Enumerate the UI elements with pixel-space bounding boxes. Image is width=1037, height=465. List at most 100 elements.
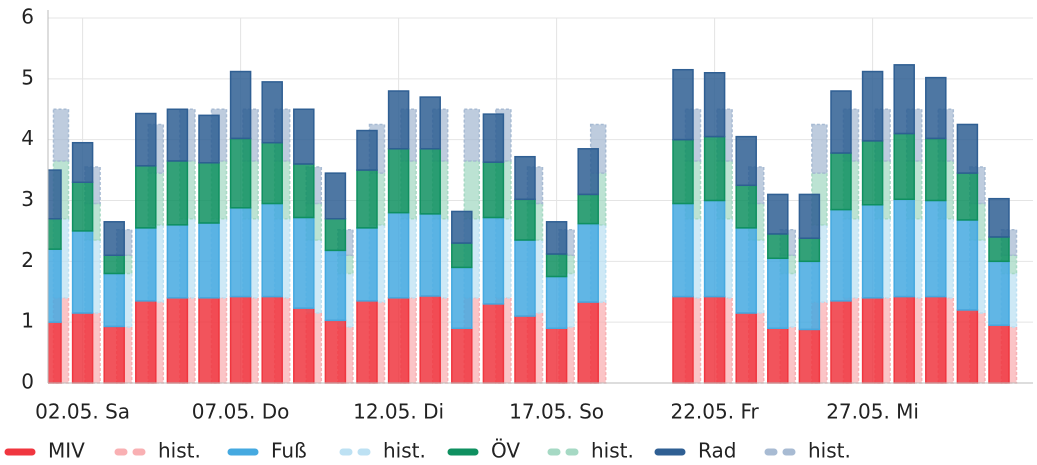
bar	[956, 309, 979, 384]
axes: 0 1 2 3 4 5 6 02.05. Sa 07.05. Do 12.05. Di 17.05.…	[21, 5, 1033, 424]
bar	[893, 132, 915, 201]
y-tick-label: 1	[21, 309, 34, 333]
bar	[893, 295, 915, 384]
bar	[956, 123, 979, 174]
bar	[988, 324, 1010, 384]
bar	[419, 295, 441, 384]
bar	[767, 193, 789, 235]
legend-label: Fuß	[271, 439, 307, 463]
legend-label: hist.	[808, 439, 851, 463]
bar	[482, 216, 505, 305]
bar	[71, 230, 94, 314]
bar	[229, 70, 252, 140]
bar	[48, 218, 62, 250]
bar	[545, 327, 568, 384]
bar	[356, 169, 378, 229]
bar	[261, 202, 283, 298]
bar	[956, 219, 979, 311]
bar	[577, 193, 599, 225]
bar	[198, 297, 220, 384]
bar	[925, 199, 947, 298]
x-tick-label: 27.05. Mi	[826, 400, 919, 424]
bar	[103, 254, 125, 275]
bar	[419, 96, 441, 150]
legend: MIV hist. Fuß hist. ÖV hist. Rad hist.	[4, 439, 851, 463]
bar	[48, 169, 62, 220]
bar	[545, 275, 568, 329]
bar	[387, 297, 410, 384]
bar	[48, 248, 62, 323]
bar	[703, 295, 726, 384]
hist-bar	[811, 123, 828, 174]
bar	[356, 129, 378, 171]
bar	[988, 260, 1010, 326]
legend-label: ÖV	[491, 439, 520, 463]
bar	[956, 172, 979, 221]
y-tick-label: 3	[21, 187, 34, 211]
legend-label: Rad	[698, 439, 736, 463]
bar	[735, 135, 757, 187]
bar	[830, 300, 852, 384]
y-tick-label: 2	[21, 248, 34, 272]
bar	[925, 76, 947, 140]
bar	[166, 224, 189, 299]
bar	[261, 141, 283, 205]
bar	[103, 272, 125, 328]
bar	[103, 325, 125, 384]
bar	[672, 68, 694, 141]
bar	[545, 253, 568, 278]
bar	[861, 204, 884, 299]
bar	[324, 319, 347, 384]
bar	[767, 257, 789, 329]
bar	[198, 114, 220, 164]
x-tick-label: 22.05. Fr	[670, 400, 759, 424]
x-tick-label: 12.05. Di	[353, 400, 444, 424]
bar	[103, 221, 125, 257]
bar	[324, 172, 347, 220]
bar	[166, 297, 189, 384]
bar	[135, 300, 157, 384]
bar	[514, 239, 536, 317]
bar	[451, 210, 473, 244]
y-tick-label: 6	[21, 5, 34, 29]
bar	[514, 315, 536, 384]
bar	[767, 327, 789, 384]
bar	[293, 307, 315, 384]
bar	[482, 161, 505, 219]
y-tick-label: 5	[21, 65, 34, 89]
bar	[672, 202, 694, 298]
bar	[135, 227, 157, 302]
bar	[293, 108, 315, 165]
bar	[925, 295, 947, 384]
x-tick-label: 07.05. Do	[192, 400, 290, 424]
bar	[356, 300, 378, 384]
bar	[514, 198, 536, 241]
legend-label: hist.	[158, 439, 201, 463]
bar	[577, 148, 599, 196]
bar	[135, 165, 157, 229]
bar	[229, 295, 252, 384]
bar	[293, 216, 315, 309]
bar	[229, 137, 252, 209]
hist-bar	[463, 108, 481, 162]
bar	[71, 312, 94, 384]
bar	[672, 295, 694, 384]
bar	[198, 222, 220, 299]
x-tick-label: 02.05. Sa	[35, 400, 130, 424]
bar	[166, 160, 189, 226]
bar	[451, 242, 473, 269]
bar	[735, 184, 757, 229]
bar	[830, 90, 852, 154]
bar	[830, 208, 852, 302]
bar	[451, 327, 473, 384]
bar	[798, 237, 821, 263]
bar	[735, 312, 757, 384]
bar	[830, 152, 852, 211]
bar	[545, 221, 568, 255]
bar	[672, 138, 694, 205]
bar	[451, 266, 473, 329]
bar	[135, 112, 157, 167]
bar	[703, 199, 726, 298]
bar	[798, 328, 821, 384]
